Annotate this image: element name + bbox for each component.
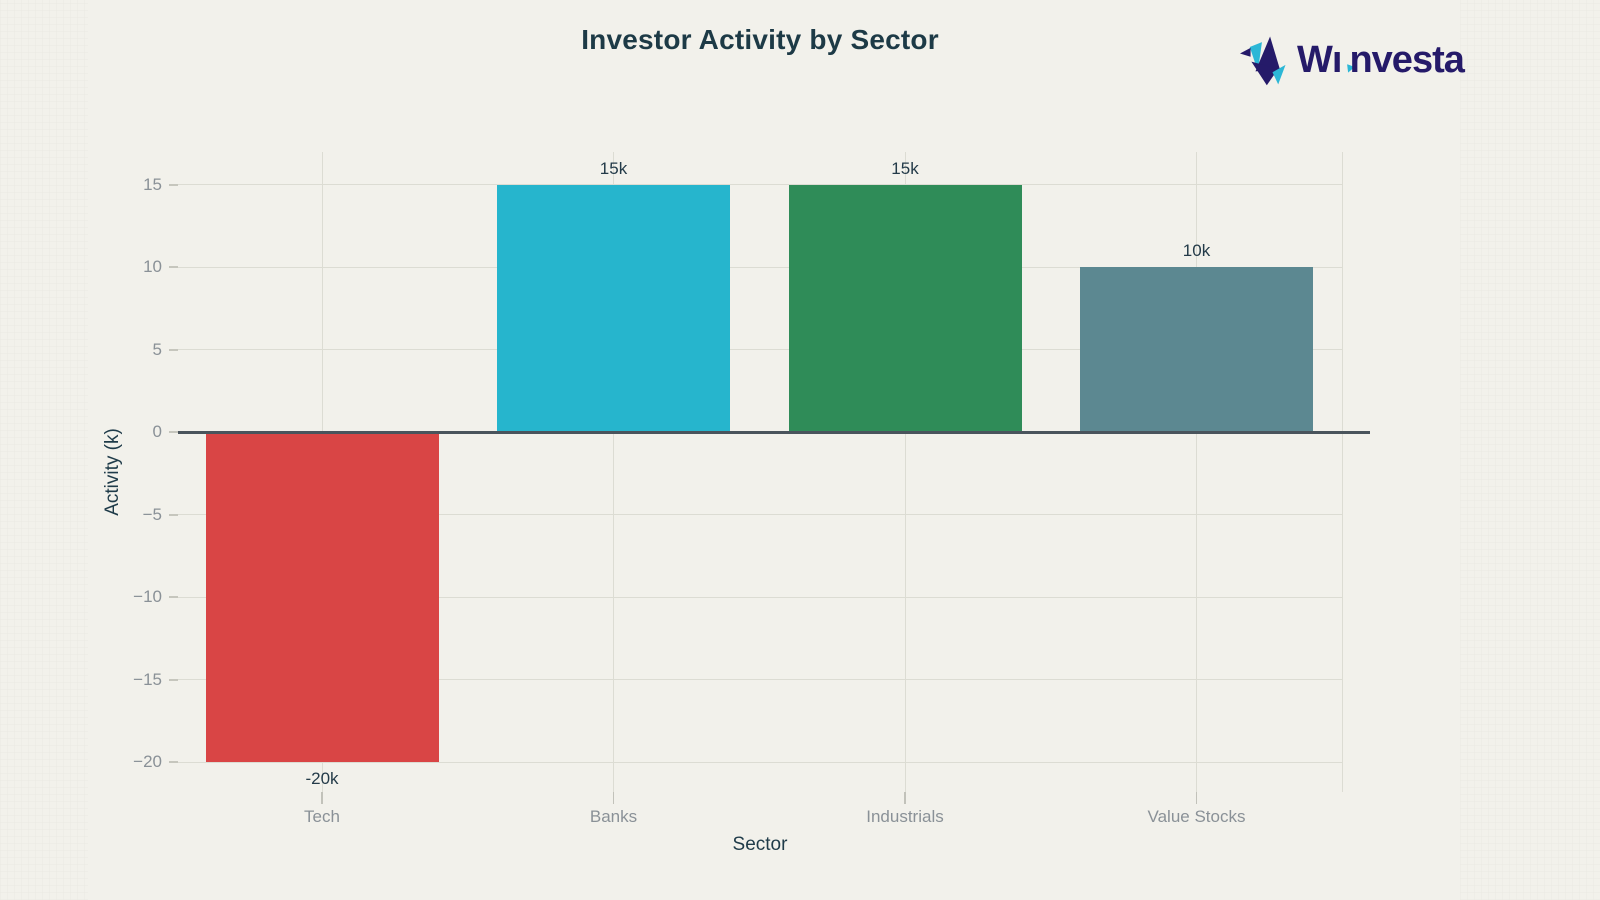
gridline-vertical [904, 152, 906, 792]
y-tick-label: −10 [133, 587, 162, 606]
chart-title: Investor Activity by Sector [581, 24, 939, 55]
wordmark-char: t [1432, 39, 1445, 81]
x-tick-mark [1195, 792, 1198, 804]
gridline-horizontal [178, 349, 1342, 350]
y-tick-label: 10 [143, 257, 162, 276]
wordmark-char: n [1349, 39, 1372, 81]
gridline-vertical [613, 152, 614, 792]
y-tick-mark [169, 761, 178, 763]
wordmark-char: ı [1332, 41, 1350, 79]
y-tick-label: 15 [143, 174, 162, 194]
y-tick-label: −20 [133, 752, 162, 771]
y-tick-label: 5 [152, 339, 162, 359]
gridline-horizontal [178, 266, 1342, 268]
wordmark-char: s [1411, 39, 1433, 81]
wordmark-char: a [1443, 39, 1465, 81]
y-tick-mark [169, 678, 178, 681]
wordmark-char: e [1391, 39, 1413, 81]
gridline-horizontal [178, 184, 1342, 185]
gridline-horizontal [178, 761, 1342, 763]
y-tick-mark [169, 183, 178, 186]
zero-axis-line [178, 430, 1370, 434]
gridline-vertical [1196, 152, 1197, 792]
gridline-horizontal [178, 596, 1342, 598]
x-axis-title: Sector [732, 834, 788, 855]
bar-banks [497, 184, 730, 432]
bar-value-label: -20k [305, 769, 339, 788]
bar-value-label: 15k [891, 158, 919, 178]
y-tick-mark [169, 513, 178, 516]
y-tick-mark [169, 431, 178, 433]
bar-industrials [788, 184, 1022, 432]
y-tick-label: −5 [142, 504, 162, 524]
x-tick-label: Value Stocks [1147, 807, 1246, 826]
x-tick-label: Industrials [866, 807, 944, 826]
y-tick-label: 0 [152, 422, 162, 441]
wordmark-char: v [1371, 39, 1393, 81]
bar-value-stocks [1080, 267, 1313, 432]
bar-tech [205, 432, 439, 762]
x-tick-mark [612, 792, 615, 804]
gridline-horizontal [178, 679, 1342, 680]
y-tick-mark [169, 266, 178, 268]
y-tick-mark [169, 596, 178, 598]
y-tick-label: −15 [133, 669, 162, 689]
bar-value-label: 15k [599, 158, 628, 178]
y-tick-mark [169, 348, 178, 351]
x-tick-label: Banks [589, 807, 638, 826]
gridline-vertical [1341, 152, 1343, 792]
x-tick-mark [904, 792, 906, 804]
x-tick-label: Tech [304, 807, 340, 826]
wordmark-char: W [1297, 39, 1333, 81]
bar-value-label: 10k [1182, 241, 1211, 260]
y-axis-title: Activity (k) [102, 428, 123, 516]
gridline-horizontal [178, 514, 1342, 515]
origami-bird-icon [1240, 36, 1286, 86]
x-tick-mark [321, 792, 323, 804]
